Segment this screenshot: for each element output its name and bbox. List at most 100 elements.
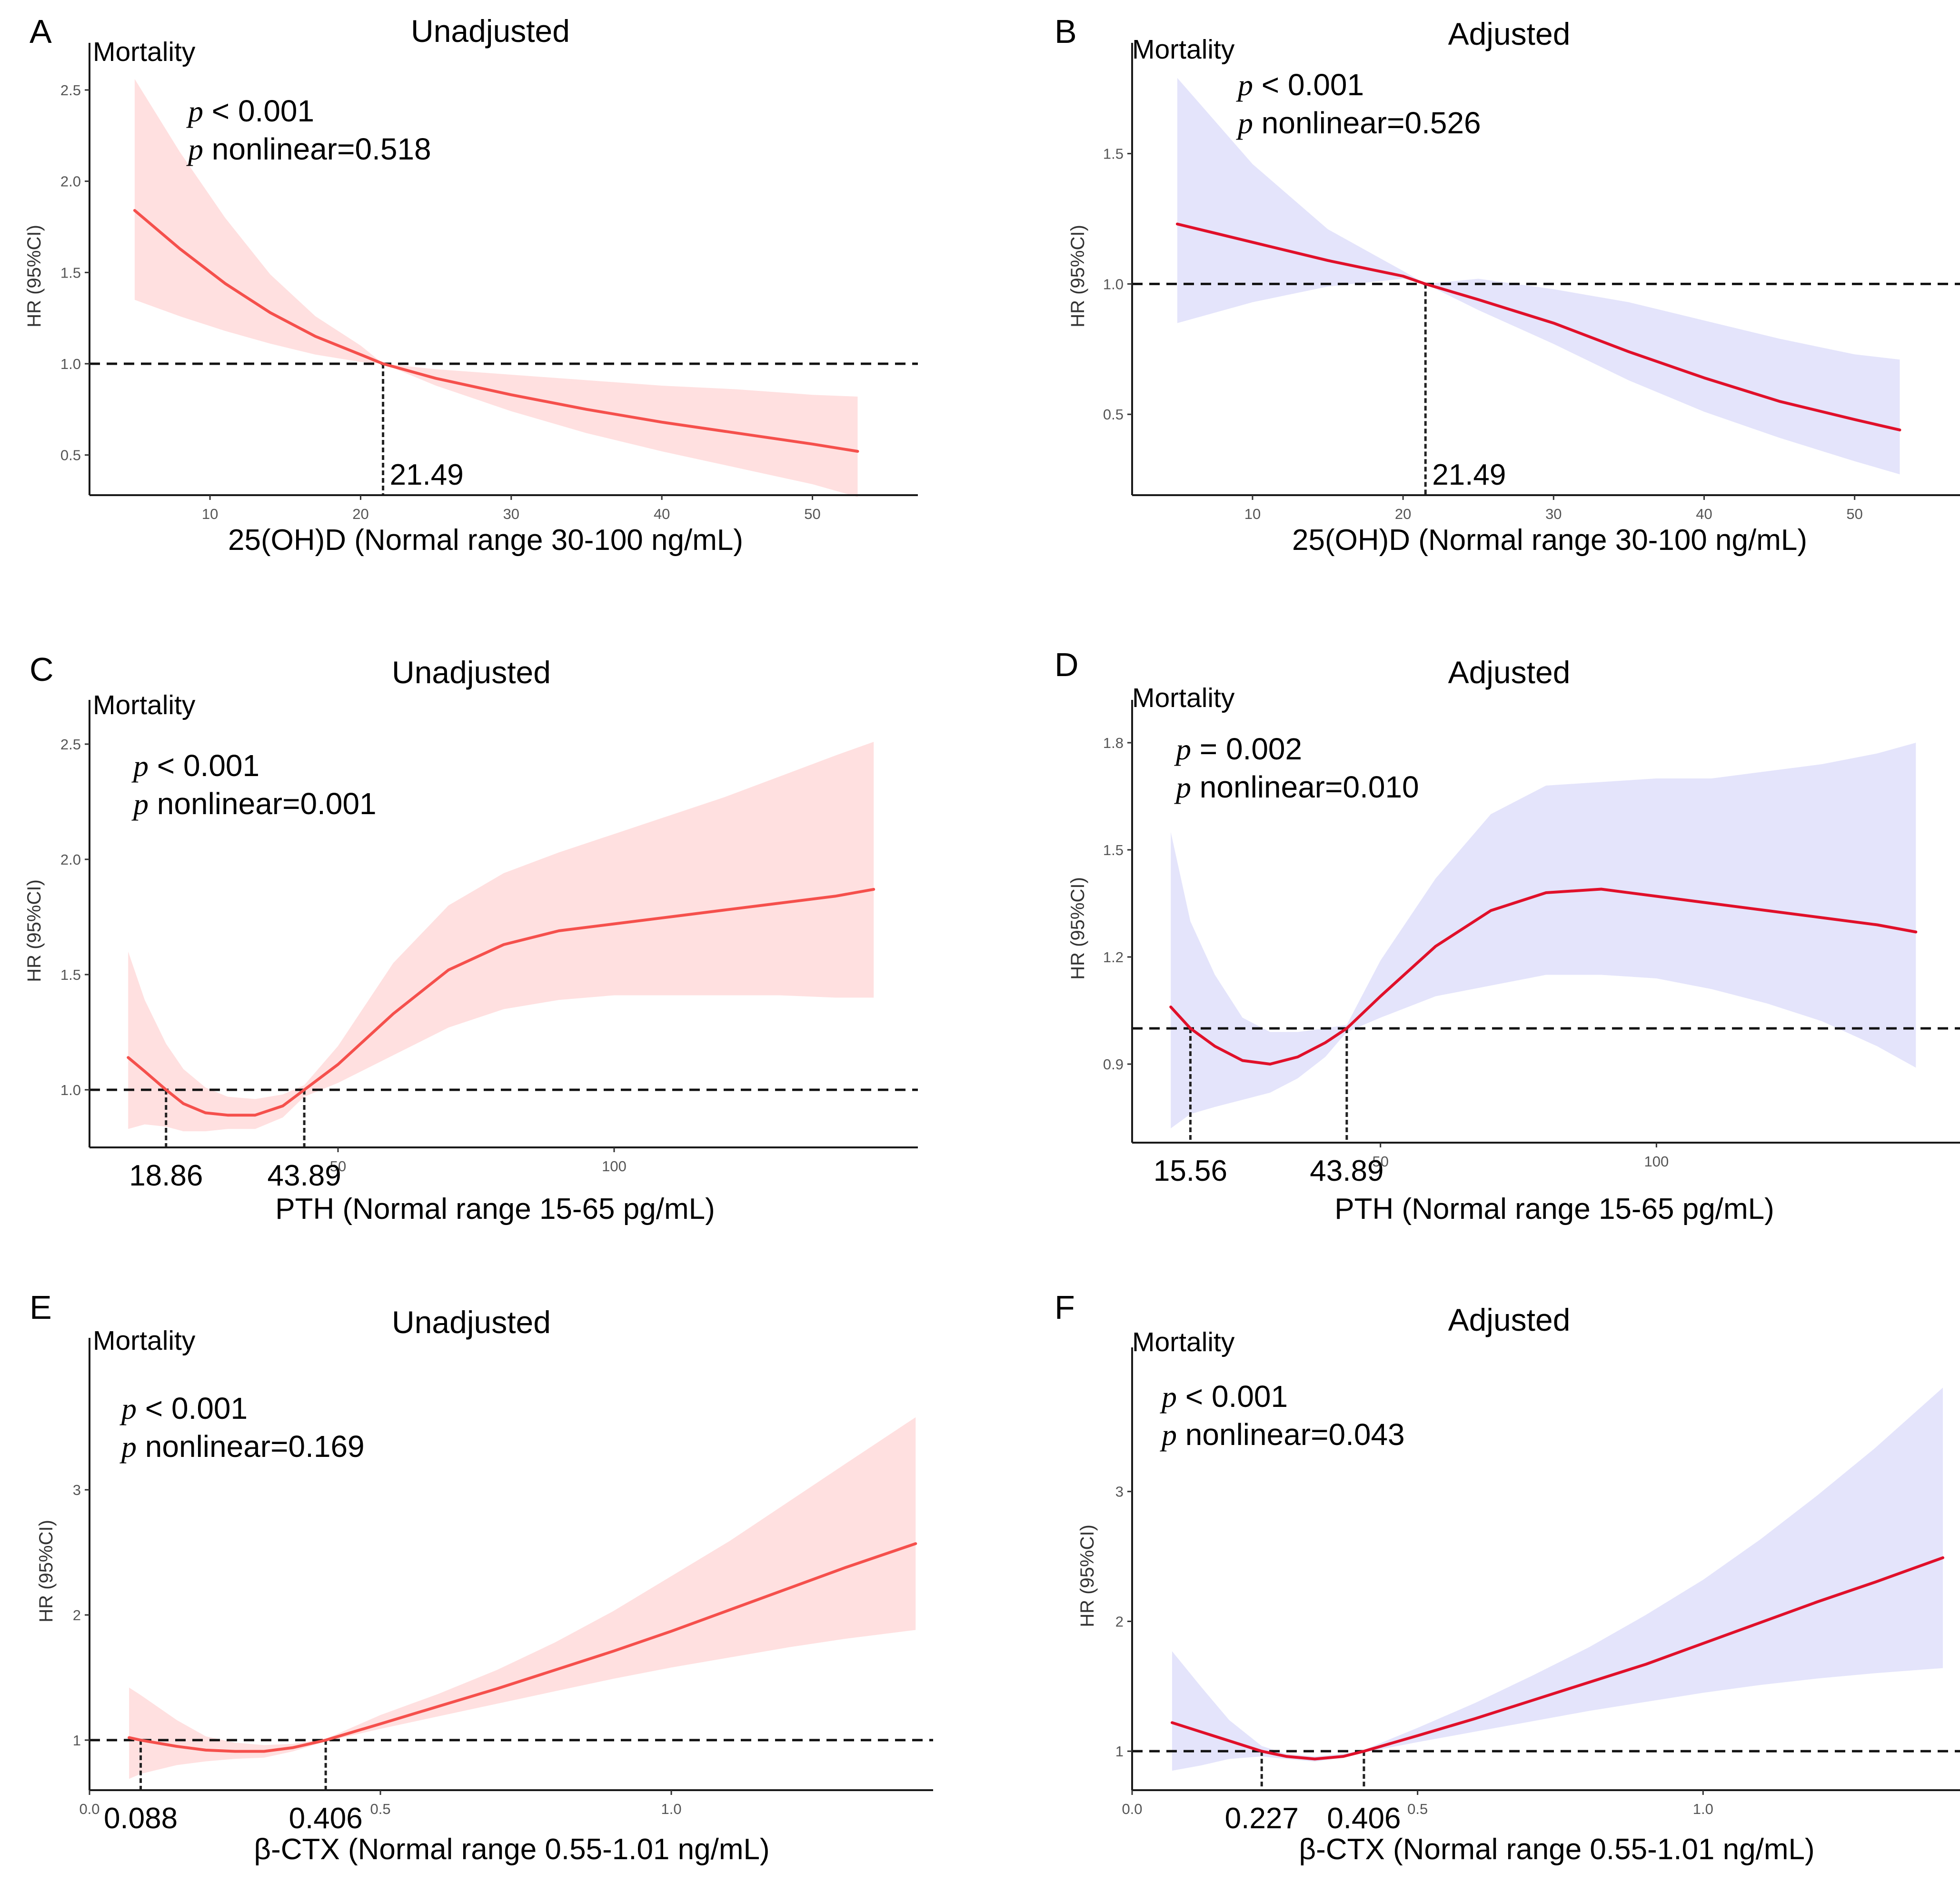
outcome-label: Mortality (1132, 683, 1235, 713)
hr-curve (127, 887, 876, 1117)
x-tick-label: 50 (804, 506, 820, 522)
outcome-label: Mortality (93, 1325, 196, 1356)
p-value-annotation: p < 0.001 (119, 1391, 248, 1425)
y-tick-label: 0.5 (1103, 406, 1124, 423)
panel-e: 1 2 3 0.0 0.5 1.0 0.088 0.406 E Unadjusted Mortali… (30, 1289, 933, 1866)
cut-point-label: 21.49 (1432, 458, 1506, 491)
outcome-label: Mortality (93, 690, 196, 720)
x-tick-label: 20 (1395, 506, 1411, 522)
p-value-annotation: p < 0.001 (1236, 68, 1364, 102)
y-tick-label: 0.9 (1103, 1056, 1124, 1073)
panel-letter: D (1055, 646, 1079, 683)
confidence-band (1172, 1387, 1943, 1771)
y-tick-label: 1.8 (1103, 735, 1124, 751)
confidence-band (1177, 78, 1900, 475)
y-tick-label: 1.5 (60, 966, 81, 983)
x-axis-label: 25(OH)D (Normal range 30-100 ng/mL) (1292, 524, 1807, 557)
panel-title: Unadjusted (392, 655, 551, 690)
y-tick-label: 3 (1115, 1484, 1124, 1500)
p-value-annotation: p nonlinear=0.169 (119, 1429, 365, 1464)
p-value-annotation: p = 0.002 (1174, 732, 1302, 766)
y-tick-label: 1 (1115, 1743, 1124, 1760)
y-axis-label: HR (95%CI) (36, 1520, 57, 1623)
panel-letter: E (30, 1289, 52, 1326)
cut-point-label: 18.86 (129, 1159, 203, 1192)
hr-curve (1171, 1556, 1944, 1761)
panel-title: Adjusted (1448, 16, 1571, 51)
x-axis-label: PTH (Normal range 15-65 pg/mL) (275, 1193, 715, 1225)
x-tick-label: 40 (1696, 506, 1712, 522)
panel-title: Adjusted (1448, 655, 1571, 690)
panel-title: Unadjusted (411, 13, 570, 49)
cut-point-label: 0.088 (104, 1802, 178, 1835)
y-tick-label: 1.2 (1103, 949, 1124, 966)
y-tick-label: 2.0 (60, 851, 81, 868)
cut-point-label: 0.227 (1225, 1802, 1299, 1835)
cut-point-label: 21.49 (390, 458, 464, 491)
x-tick-label: 50 (330, 1158, 346, 1175)
confidence-band (1171, 743, 1916, 1128)
panels: 0.5 1.0 1.5 2.0 2.5 10 20 30 40 50 21.49 A Unadjuste… (24, 13, 1960, 1866)
hr-curve (128, 1542, 917, 1753)
y-axis-label: HR (95%CI) (1067, 877, 1088, 980)
x-axis-label: PTH (Normal range 15-65 pg/mL) (1334, 1193, 1774, 1225)
x-tick-label: 0.5 (1407, 1801, 1428, 1817)
x-tick-label: 1.0 (1693, 1801, 1713, 1817)
y-tick-label: 3 (73, 1482, 81, 1498)
x-tick-label: 100 (1644, 1153, 1669, 1170)
hr-curve (1175, 222, 1901, 432)
x-tick-label: 40 (654, 506, 670, 522)
x-tick-label: 10 (202, 506, 218, 522)
panel-letter: F (1055, 1289, 1075, 1326)
confidence-band (134, 79, 858, 497)
p-value-annotation: p < 0.001 (1160, 1379, 1288, 1414)
x-tick-label: 30 (1545, 506, 1562, 522)
cut-point-label: 0.406 (1327, 1802, 1401, 1835)
cut-point-label: 43.89 (1310, 1155, 1383, 1187)
outcome-label: Mortality (1132, 1327, 1235, 1357)
outcome-label: Mortality (1132, 34, 1235, 65)
x-tick-label: 50 (1372, 1153, 1388, 1170)
x-tick-label: 30 (503, 506, 519, 522)
x-tick-label: 100 (602, 1158, 627, 1175)
y-tick-label: 2 (73, 1607, 81, 1624)
panel-d: 0.9 1.2 1.5 1.8 50 100 15.56 43.89 D Adjusted Mort… (1055, 646, 1960, 1225)
panel-title: Adjusted (1448, 1302, 1571, 1337)
panel-letter: C (30, 651, 54, 688)
x-axis-label: 25(OH)D (Normal range 30-100 ng/mL) (228, 524, 743, 557)
p-value-annotation: p < 0.001 (131, 748, 259, 783)
panel-letter: A (30, 13, 52, 50)
x-tick-label: 0.0 (1122, 1801, 1142, 1817)
x-tick-label: 10 (1244, 506, 1261, 522)
panel-f: 1 2 3 0.0 0.5 1.0 0.227 0.406 F Adjusted Mortality… (1055, 1289, 1960, 1866)
y-axis-label: HR (95%CI) (1067, 225, 1088, 328)
y-tick-label: 1 (73, 1732, 81, 1749)
y-tick-label: 1.5 (1103, 146, 1124, 162)
hr-curve (1169, 887, 1918, 1066)
p-value-annotation: p nonlinear=0.526 (1236, 106, 1481, 140)
x-axis-label: β-CTX (Normal range 0.55-1.01 ng/mL) (254, 1833, 769, 1866)
y-tick-label: 2.5 (60, 736, 81, 753)
panel-letter: B (1055, 13, 1077, 50)
x-tick-label: 1.0 (661, 1801, 682, 1817)
cut-point-label: 43.89 (268, 1159, 341, 1192)
p-value-annotation: p nonlinear=0.010 (1174, 770, 1419, 804)
x-tick-label: 0.5 (370, 1801, 390, 1817)
y-axis-label: HR (95%CI) (24, 225, 45, 328)
y-tick-label: 2 (1115, 1613, 1124, 1630)
cut-point-label: 0.406 (289, 1802, 363, 1835)
y-tick-label: 1.0 (1103, 276, 1124, 292)
y-tick-label: 2.5 (60, 82, 81, 99)
p-value-annotation: p nonlinear=0.001 (131, 787, 377, 821)
y-tick-label: 1.0 (60, 1082, 81, 1098)
x-tick-label: 20 (352, 506, 368, 522)
outcome-label: Mortality (93, 37, 196, 67)
y-tick-label: 2.0 (60, 173, 81, 190)
x-axis-label: β-CTX (Normal range 0.55-1.01 ng/mL) (1299, 1833, 1814, 1866)
y-tick-label: 1.5 (1103, 842, 1124, 858)
confidence-band (128, 742, 874, 1132)
y-tick-label: 0.5 (60, 447, 81, 464)
hr-curve (133, 209, 859, 453)
x-tick-label: 0.0 (79, 1801, 99, 1817)
